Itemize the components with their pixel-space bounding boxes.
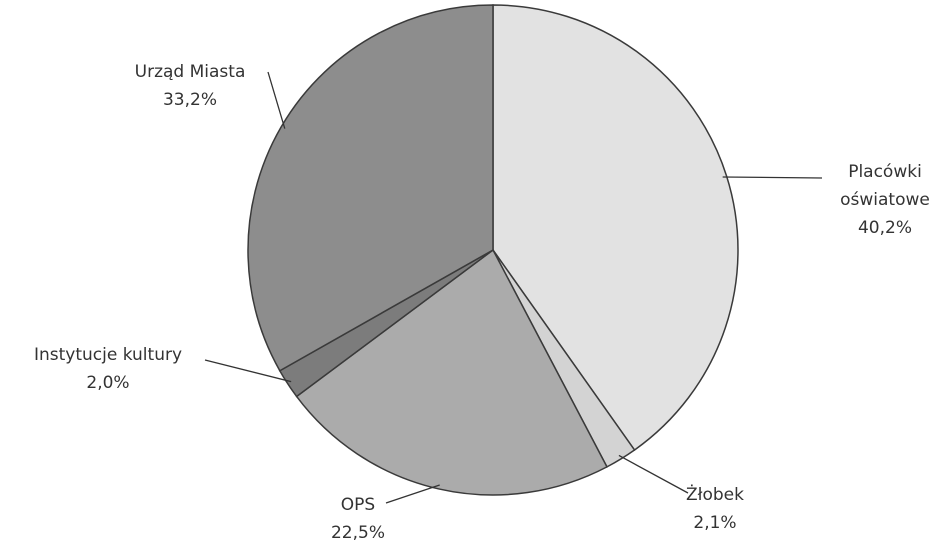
slice-label: Urząd Miasta [135, 62, 246, 82]
leader-line [385, 484, 440, 504]
value-label: 40,2% [858, 218, 912, 238]
label-line: Placówki [848, 162, 922, 182]
pie-slice [247, 4, 494, 372]
value-label: 22,5% [331, 523, 385, 543]
pie-slice [295, 248, 608, 496]
pie-slice [492, 4, 739, 452]
leader-line [618, 454, 689, 494]
slice-label: Placówki oświatowe [840, 162, 930, 210]
value-label: 33,2% [163, 90, 217, 110]
label-line: oświatowe [840, 190, 930, 210]
slice-label: OPS [341, 495, 375, 515]
value-label: 2,0% [86, 373, 129, 393]
leader-line [204, 359, 292, 383]
leader-line [722, 176, 823, 179]
leader-line [267, 71, 286, 129]
value-label: 2,1% [693, 513, 736, 533]
slice-label: Instytucje kultury [34, 345, 182, 365]
slice-label: Żłobek [686, 484, 744, 505]
